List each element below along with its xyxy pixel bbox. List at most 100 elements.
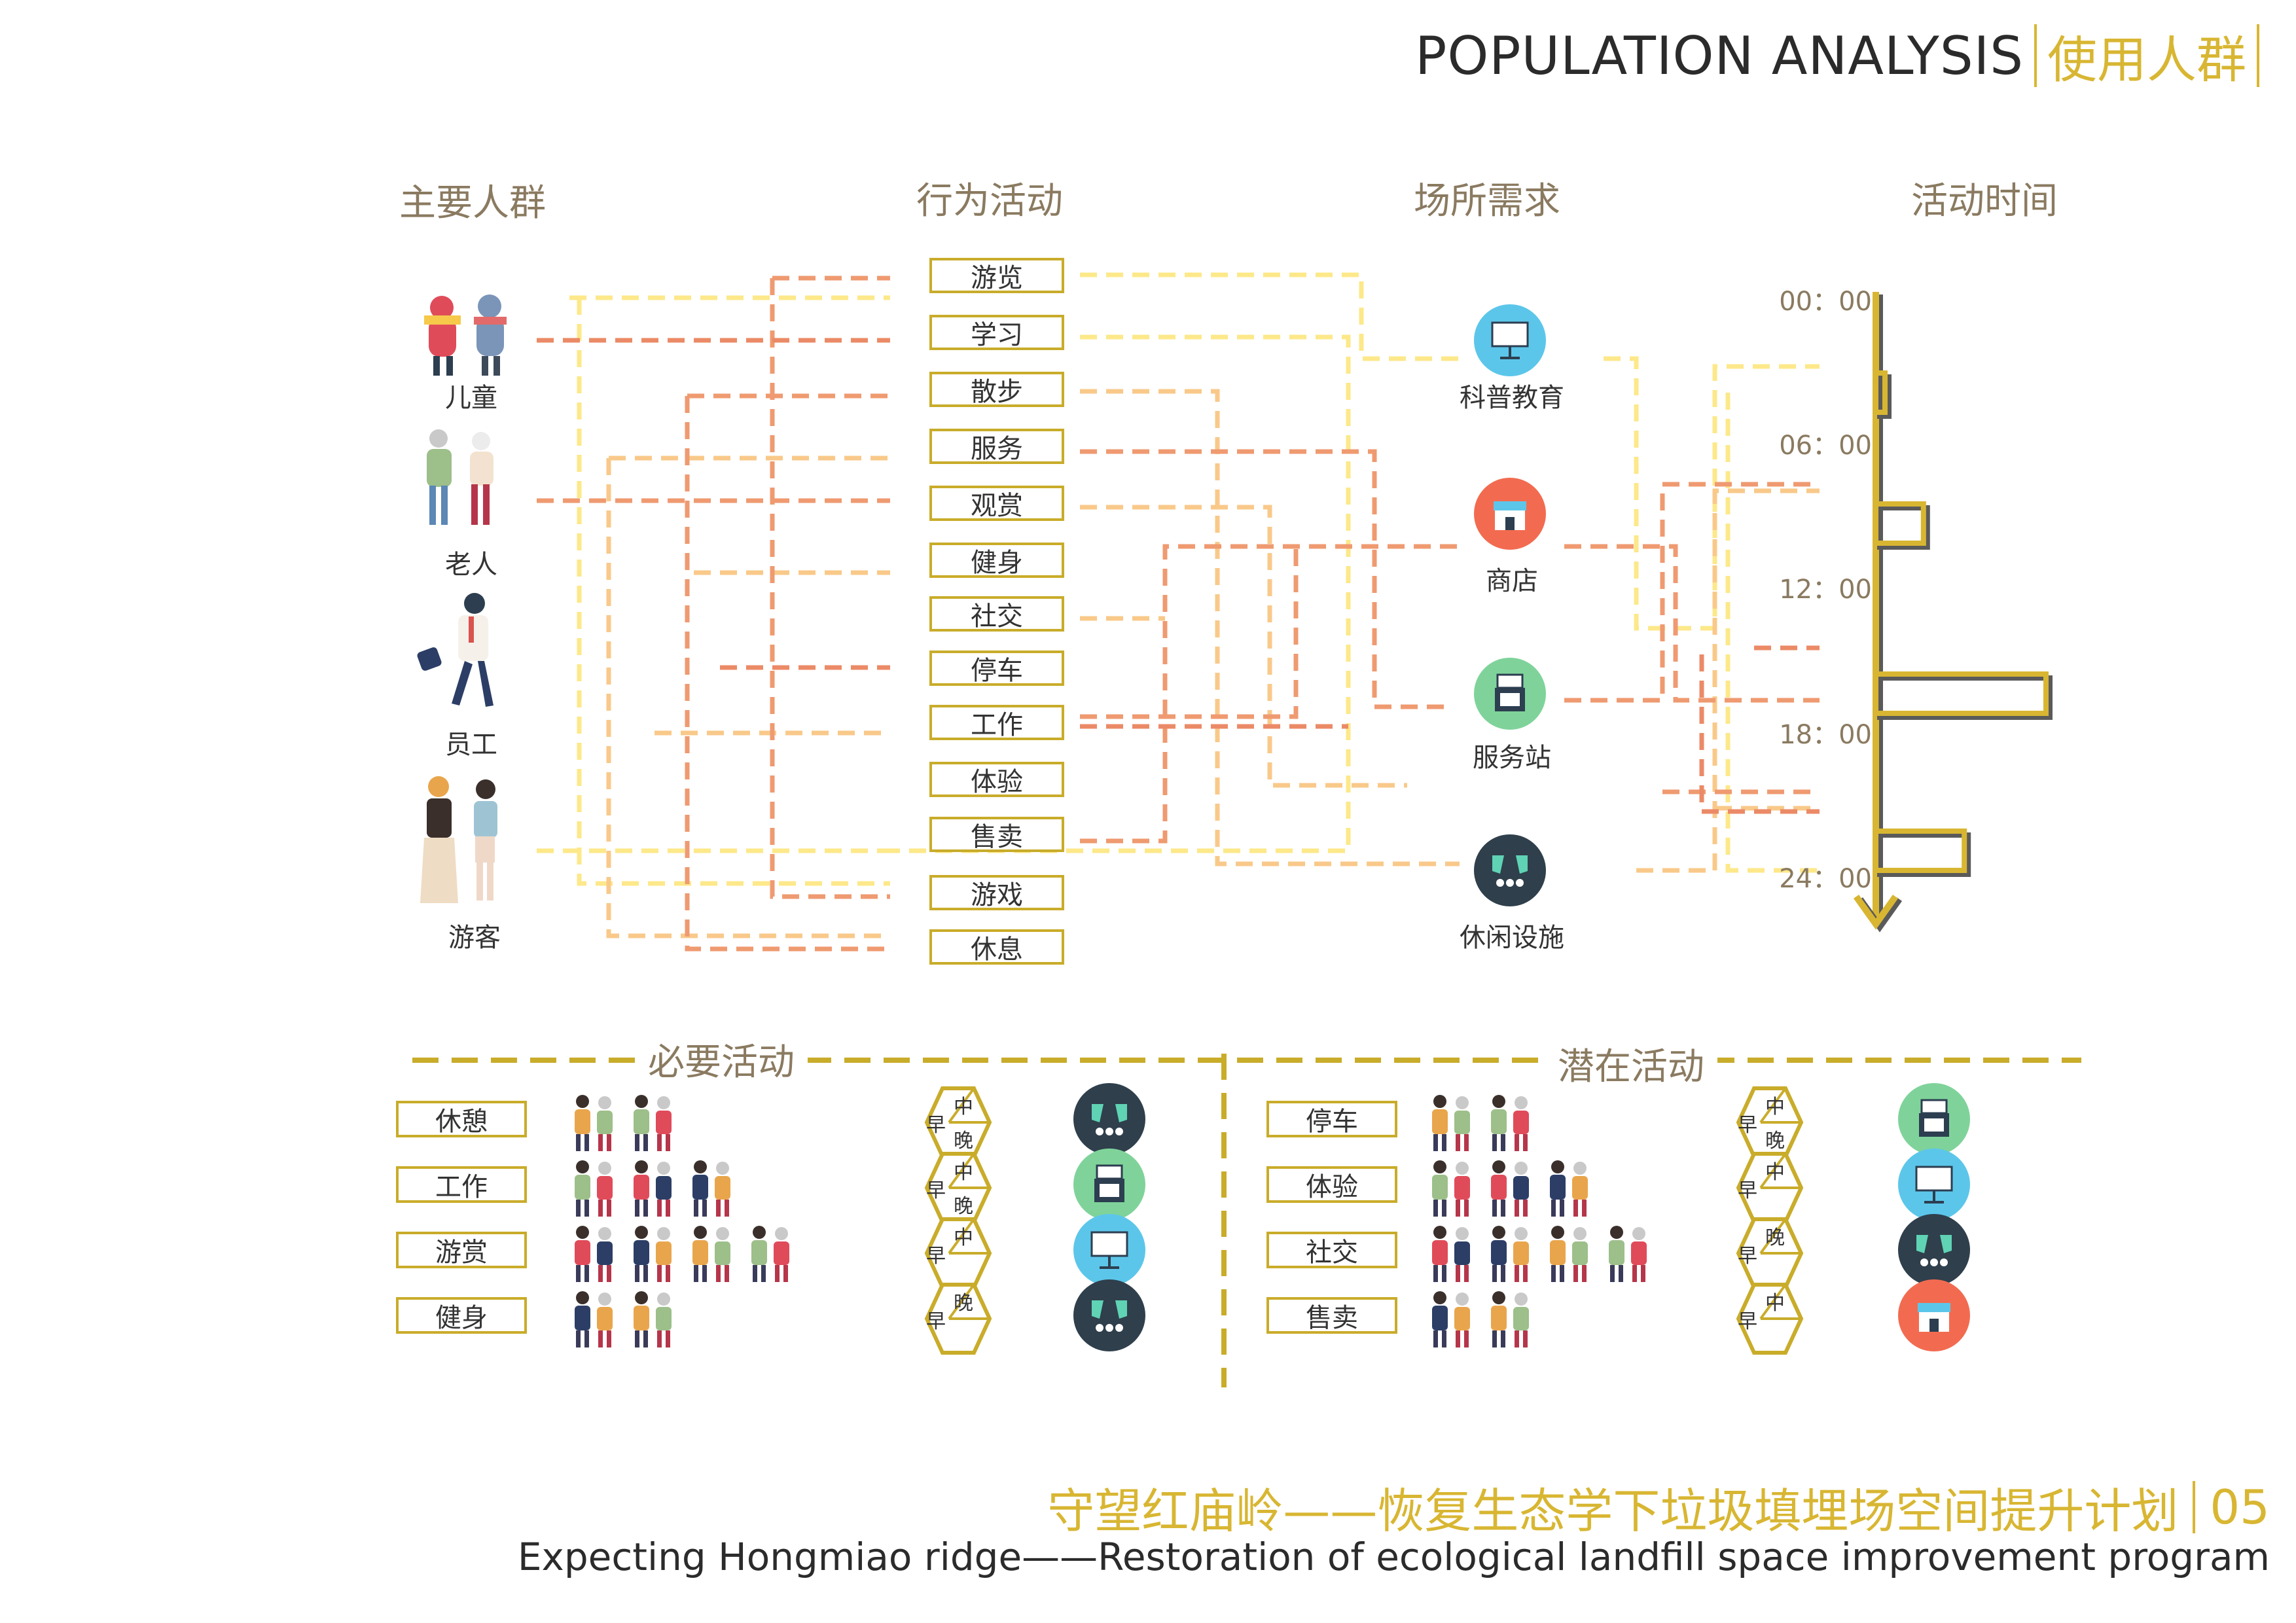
time-mark: 晚 <box>954 1292 973 1315</box>
title-divider <box>2034 24 2037 87</box>
fax-icon <box>1073 1149 1145 1221</box>
heading-places: 场所需求 <box>1414 180 1560 223</box>
shop-icon <box>1474 478 1546 550</box>
time-mark: 中 <box>1765 1096 1785 1118</box>
billboard-icon <box>1073 1214 1145 1286</box>
time-mark: 早 <box>926 1310 946 1333</box>
activity-box: 服务 <box>929 429 1064 464</box>
activity-label-box: 健身 <box>396 1297 527 1334</box>
activity-box: 售卖 <box>929 817 1064 852</box>
time-mark: 晚 <box>1765 1130 1785 1152</box>
place-label-leisure: 休闲设施 <box>1460 923 1564 953</box>
place-label-science: 科普教育 <box>1460 383 1564 413</box>
time-bar-shadow <box>1877 832 1971 877</box>
heading-times: 活动时间 <box>1911 180 2058 223</box>
theater-icon <box>1898 1214 1970 1286</box>
people-mini-icons <box>569 1155 844 1223</box>
people-mini-icons <box>569 1090 844 1158</box>
activity-box: 停车 <box>929 651 1064 686</box>
activity-box: 游戏 <box>929 875 1064 910</box>
footer-title-cn: 守望红庙岭——恢复生态学下垃圾填埋场空间提升计划 05 <box>1047 1472 2270 1541</box>
activity-box: 游览 <box>929 258 1064 293</box>
activity-box: 休息 <box>929 929 1064 965</box>
billboard-icon <box>1474 304 1546 376</box>
page-number: 05 <box>2210 1479 2270 1535</box>
time-mark: 中 <box>1765 1161 1785 1184</box>
people-mini-icons <box>1427 1286 1702 1354</box>
fax-icon <box>1898 1083 1970 1155</box>
activity-label-box: 停车 <box>1266 1101 1397 1137</box>
time-bar <box>1873 829 1967 873</box>
fax-icon <box>1474 658 1546 730</box>
time-mark: 早 <box>1738 1310 1757 1333</box>
time-of-day-hexagon: 早中 <box>916 1214 1001 1295</box>
place-label-shop: 商店 <box>1486 566 1538 596</box>
employee-icon <box>412 589 511 722</box>
time-label: 24：00 <box>1779 864 1872 894</box>
group-label-employee: 员工 <box>445 730 497 760</box>
time-bar <box>1873 671 2049 716</box>
heading-activities: 行为活动 <box>916 180 1063 223</box>
activity-box: 观赏 <box>929 486 1064 521</box>
title-divider-end <box>2257 24 2259 87</box>
activity-box: 学习 <box>929 315 1064 350</box>
time-bar-shadow <box>1877 675 2053 720</box>
time-bar <box>1873 501 1926 546</box>
time-mark: 早 <box>926 1114 946 1137</box>
time-label: 18：00 <box>1779 720 1872 750</box>
time-mark: 中 <box>954 1161 973 1184</box>
theater-icon <box>1073 1279 1145 1351</box>
time-mark: 中 <box>954 1226 973 1249</box>
people-mini-icons <box>1427 1221 1702 1289</box>
time-bar <box>1873 370 1888 415</box>
footer-divider <box>2193 1480 2196 1533</box>
activity-label-box: 社交 <box>1266 1232 1397 1268</box>
place-label-service: 服务站 <box>1473 743 1551 773</box>
time-axis <box>1853 292 2053 933</box>
activity-label-box: 体验 <box>1266 1166 1397 1203</box>
activity-box: 工作 <box>929 705 1064 740</box>
time-mark: 中 <box>1765 1292 1785 1315</box>
people-mini-icons <box>1427 1090 1702 1158</box>
shop-icon <box>1898 1279 1970 1351</box>
time-of-day-hexagon: 早中晚 <box>1728 1083 1813 1164</box>
activity-label-box: 售卖 <box>1266 1297 1397 1334</box>
time-of-day-hexagon: 早中 <box>1728 1149 1813 1230</box>
activity-label-box: 休憩 <box>396 1101 527 1137</box>
theater-icon <box>1474 834 1546 906</box>
time-mark: 晚 <box>954 1195 973 1218</box>
time-mark: 晚 <box>1765 1226 1785 1249</box>
time-mark: 早 <box>1738 1179 1757 1202</box>
group-label-tourist: 游客 <box>448 923 501 953</box>
necessary-activities-heading: 必要活动 <box>635 1033 808 1086</box>
page-header: POPULATION ANALYSIS 使用人群 <box>1415 20 2270 92</box>
people-mini-icons <box>569 1286 844 1354</box>
time-mark: 中 <box>954 1096 973 1118</box>
billboard-icon <box>1898 1149 1970 1221</box>
title-chinese: 使用人群 <box>2047 31 2246 89</box>
heading-groups: 主要人群 <box>399 182 546 224</box>
activity-label-box: 工作 <box>396 1166 527 1203</box>
activity-box: 社交 <box>929 596 1064 632</box>
theater-icon <box>1073 1083 1145 1155</box>
time-label: 12：00 <box>1779 575 1872 605</box>
people-mini-icons <box>1427 1155 1702 1223</box>
activity-box: 健身 <box>929 543 1064 578</box>
potential-activities-heading: 潜在活动 <box>1545 1037 1717 1090</box>
time-label: 00：00 <box>1779 287 1872 317</box>
activity-box: 散步 <box>929 372 1064 407</box>
title-english: POPULATION ANALYSIS <box>1415 25 2024 86</box>
time-mark: 早 <box>926 1245 946 1268</box>
people-mini-icons <box>569 1221 844 1289</box>
activity-box: 体验 <box>929 762 1064 797</box>
tourist-icon <box>412 772 511 919</box>
time-of-day-hexagon: 早晚 <box>916 1279 1001 1361</box>
time-mark: 早 <box>926 1179 946 1202</box>
group-label-children: 儿童 <box>445 383 497 413</box>
time-mark: 早 <box>1738 1114 1757 1137</box>
time-label: 06：00 <box>1779 431 1872 461</box>
time-of-day-hexagon: 早中 <box>1728 1279 1813 1361</box>
children-icon <box>412 288 530 382</box>
time-bar-shadow <box>1877 505 1930 550</box>
